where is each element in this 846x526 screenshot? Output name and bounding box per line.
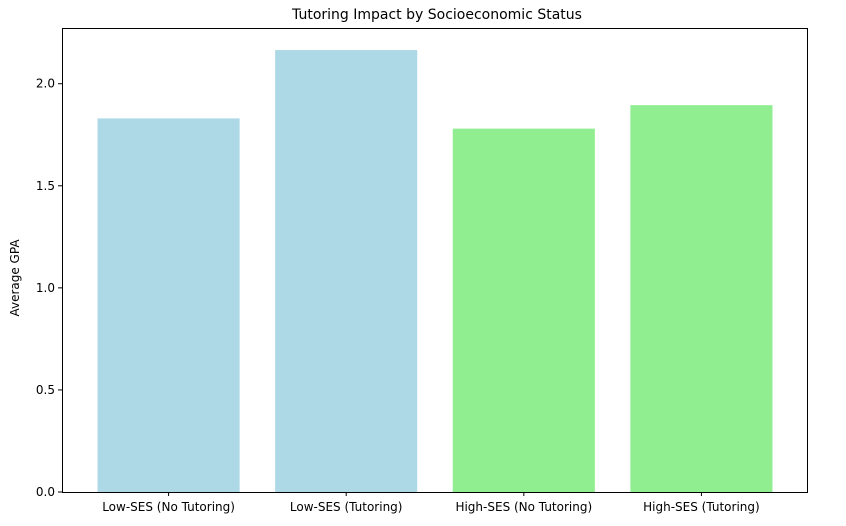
bar-4 xyxy=(630,105,773,493)
y-tick-label-4: 1.5 xyxy=(36,179,55,193)
x-tick-label-2: Low-SES (Tutoring) xyxy=(290,500,403,514)
y-tick-label-3: 1.0 xyxy=(36,281,55,295)
bar-2 xyxy=(275,50,418,493)
y-tick-label-5: 2.0 xyxy=(36,77,55,91)
x-tick-label-3: High-SES (No Tutoring) xyxy=(455,500,592,514)
chart-title: Tutoring Impact by Socioeconomic Status xyxy=(291,7,582,23)
y-axis-ticks: 0.0 0.5 1.0 1.5 2.0 xyxy=(36,77,62,499)
y-tick-label-2: 0.5 xyxy=(36,383,55,397)
plot-frame xyxy=(62,28,808,493)
bar-1 xyxy=(97,118,240,492)
bars-group xyxy=(97,50,773,493)
x-tick-label-4: High-SES (Tutoring) xyxy=(643,500,760,514)
y-axis-label: Average GPA xyxy=(8,239,22,317)
bar-3 xyxy=(452,128,595,493)
x-tick-label-1: Low-SES (No Tutoring) xyxy=(102,500,235,514)
x-axis-ticks: Low-SES (No Tutoring) Low-SES (Tutoring) H… xyxy=(102,492,760,514)
y-tick-label-1: 0.0 xyxy=(36,485,55,499)
